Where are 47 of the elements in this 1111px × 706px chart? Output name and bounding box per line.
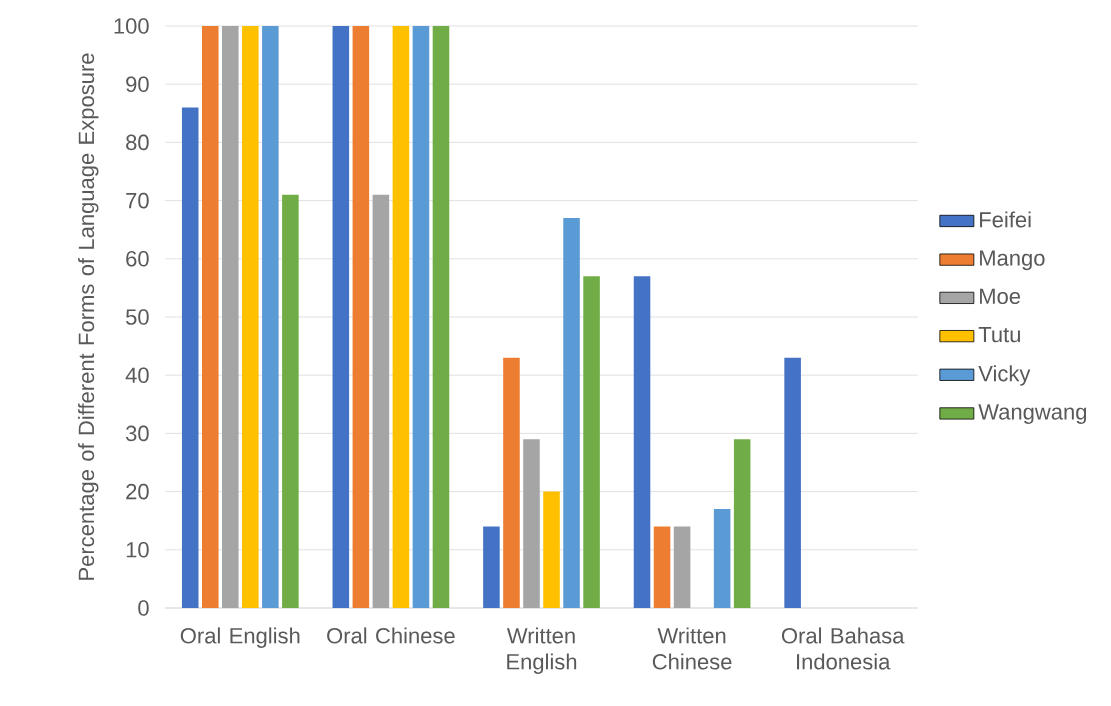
y-tick-label: 100 <box>114 18 149 34</box>
legend-label: Tutu <box>978 327 1020 343</box>
x-tick-label: Written Chinese <box>652 627 732 670</box>
bar <box>242 25 259 608</box>
bar <box>332 25 350 608</box>
y-tick-label: 90 <box>126 76 149 92</box>
y-tick-label: 50 <box>126 309 149 325</box>
bar <box>432 25 450 608</box>
y-tick-label: 70 <box>126 192 149 209</box>
bar <box>392 25 410 608</box>
bar <box>352 25 370 608</box>
bar <box>563 218 580 608</box>
bar <box>633 276 651 608</box>
legend-label: Wangwang <box>978 404 1087 424</box>
bar <box>372 194 390 608</box>
bar <box>503 357 520 608</box>
bar <box>543 491 560 608</box>
bar <box>653 526 671 608</box>
bar <box>181 107 199 608</box>
bar <box>784 357 801 608</box>
y-tick-label: 20 <box>126 483 149 500</box>
bar <box>583 276 600 608</box>
x-tick-label: Oral English <box>180 627 300 648</box>
y-tick-label: 30 <box>125 425 149 442</box>
y-tick-label: 80 <box>126 134 149 151</box>
legend-label: Vicky <box>978 365 1031 386</box>
y-tick-label: 10 <box>126 542 149 558</box>
bar <box>282 194 299 608</box>
x-tick-label: Written English <box>506 627 577 674</box>
x-tick-label: Oral Chinese <box>327 627 455 644</box>
bar <box>412 25 430 608</box>
legend-label: Mango <box>980 250 1045 271</box>
bar <box>733 439 751 608</box>
bar <box>222 25 239 608</box>
y-tick-label: 40 <box>125 367 149 383</box>
bar <box>523 439 540 608</box>
legend-label: Moe <box>980 288 1021 305</box>
bar <box>262 25 279 608</box>
bar <box>483 526 500 608</box>
y-tick-label: 60 <box>126 250 149 267</box>
bar <box>673 526 691 608</box>
bar <box>201 25 219 608</box>
legend-label: Feifei <box>980 211 1031 228</box>
y-tick-label: 0 <box>138 600 149 616</box>
x-tick-label: Oral Bahasa Indonesia <box>781 627 905 670</box>
bar <box>713 509 731 608</box>
y-axis-title: Percentage of Different Forms of Language Exposure <box>77 53 99 580</box>
